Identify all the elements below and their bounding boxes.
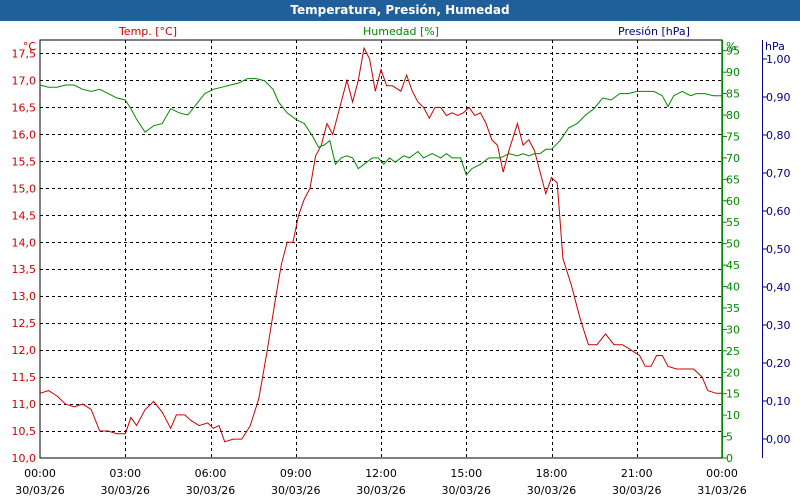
x-tick-date-label: 30/03/26 <box>612 484 661 497</box>
temperature-series-label: Temp. [°C] <box>118 25 177 38</box>
humidity-tick-label: 65 <box>726 173 740 186</box>
humidity-tick-label: 75 <box>726 130 740 143</box>
temp-tick-label: 14,0 <box>12 236 37 249</box>
x-tick-time-label: 00:00 <box>706 467 738 480</box>
humidity-tick-label: 85 <box>726 88 740 101</box>
x-tick-date-label: 31/03/26 <box>697 484 746 497</box>
humidity-tick-label: 25 <box>726 345 740 358</box>
humidity-tick-label: 70 <box>726 152 740 165</box>
temp-tick-label: 12,0 <box>12 344 37 357</box>
temp-tick-label: 10,0 <box>12 452 37 465</box>
humidity-tick-label: 45 <box>726 259 740 272</box>
temp-tick-label: 14,5 <box>12 209 37 222</box>
temperature-series-line <box>39 46 722 443</box>
x-tick-date-label: 30/03/26 <box>527 484 576 497</box>
x-tick-date-label: 30/03/26 <box>442 484 491 497</box>
window-title: Temperatura, Presión, Humedad <box>0 0 800 21</box>
pressure-tick-label: 0,40 <box>766 281 791 294</box>
temp-tick-label: 11,5 <box>12 371 37 384</box>
x-tick-date-label: 30/03/26 <box>356 484 405 497</box>
humidity-series-line <box>39 78 722 176</box>
series-layer <box>39 46 722 443</box>
humidity-tick-label: 55 <box>726 216 740 229</box>
tick-labels: 10,0 10,5 11,0 11,5 12,0 12,5 13,0 13,5 14,0 14,5… <box>12 25 791 497</box>
pressure-tick-label: 0,30 <box>766 319 791 332</box>
axes <box>722 40 767 459</box>
humidity-tick-label: 40 <box>726 281 740 294</box>
temp-tick-label: 13,5 <box>12 263 37 276</box>
x-tick-time-label: 12:00 <box>365 467 397 480</box>
x-tick-time-label: 15:00 <box>450 467 482 480</box>
humidity-tick-label: 5 <box>726 431 733 444</box>
x-tick-date-label: 30/03/26 <box>101 484 150 497</box>
x-tick-date-label: 30/03/26 <box>186 484 235 497</box>
pressure-tick-label: 0,20 <box>766 357 791 370</box>
humidity-tick-label: 35 <box>726 302 740 315</box>
humidity-tick-label: 95 <box>726 45 740 58</box>
pressure-unit-label: hPa <box>765 40 785 53</box>
grid <box>39 39 723 459</box>
x-tick-time-label: 18:00 <box>536 467 568 480</box>
x-tick-time-label: 00:00 <box>24 467 56 480</box>
temp-tick-label: 15,0 <box>12 182 37 195</box>
humidity-tick-label: 50 <box>726 238 740 251</box>
temp-tick-label: 17,0 <box>12 74 37 87</box>
temp-unit-label: °C <box>23 40 37 53</box>
humidity-tick-label: 0 <box>726 452 733 465</box>
temp-tick-label: 17,5 <box>12 47 37 60</box>
pressure-tick-label: 1,00 <box>766 53 791 66</box>
x-tick-time-label: 06:00 <box>195 467 227 480</box>
temp-tick-label: 16,5 <box>12 101 37 114</box>
pressure-tick-label: 0,10 <box>766 395 791 408</box>
pressure-tick-label: 0,60 <box>766 205 791 218</box>
x-tick-date-label: 30/03/26 <box>271 484 320 497</box>
pressure-tick-label: 0,90 <box>766 91 791 104</box>
x-tick-time-label: 03:00 <box>109 467 141 480</box>
humidity-series-label: Humedad [%] <box>363 25 439 38</box>
x-tick-time-label: 21:00 <box>621 467 653 480</box>
temp-tick-label: 11,0 <box>12 398 37 411</box>
pressure-tick-label: 0,70 <box>766 167 791 180</box>
humidity-tick-label: 60 <box>726 195 740 208</box>
temp-tick-label: 10,5 <box>12 425 37 438</box>
humidity-tick-label: 90 <box>726 66 740 79</box>
pressure-tick-label: 0,00 <box>766 433 791 446</box>
temp-tick-label: 15,5 <box>12 155 37 168</box>
x-tick-time-label: 09:00 <box>280 467 312 480</box>
temp-tick-label: 12,5 <box>12 317 37 330</box>
humidity-tick-label: 10 <box>726 409 740 422</box>
humidity-unit-label: % <box>726 40 736 53</box>
pressure-tick-label: 0,50 <box>766 243 791 256</box>
pressure-tick-label: 0,80 <box>766 129 791 142</box>
humidity-tick-label: 80 <box>726 109 740 122</box>
humidity-tick-label: 20 <box>726 366 740 379</box>
pressure-series-label: Presión [hPa] <box>618 25 690 38</box>
temp-tick-label: 16,0 <box>12 128 37 141</box>
humidity-tick-label: 30 <box>726 323 740 336</box>
temp-tick-label: 13,0 <box>12 290 37 303</box>
humidity-tick-label: 15 <box>726 388 740 401</box>
x-tick-date-label: 30/03/26 <box>15 484 64 497</box>
